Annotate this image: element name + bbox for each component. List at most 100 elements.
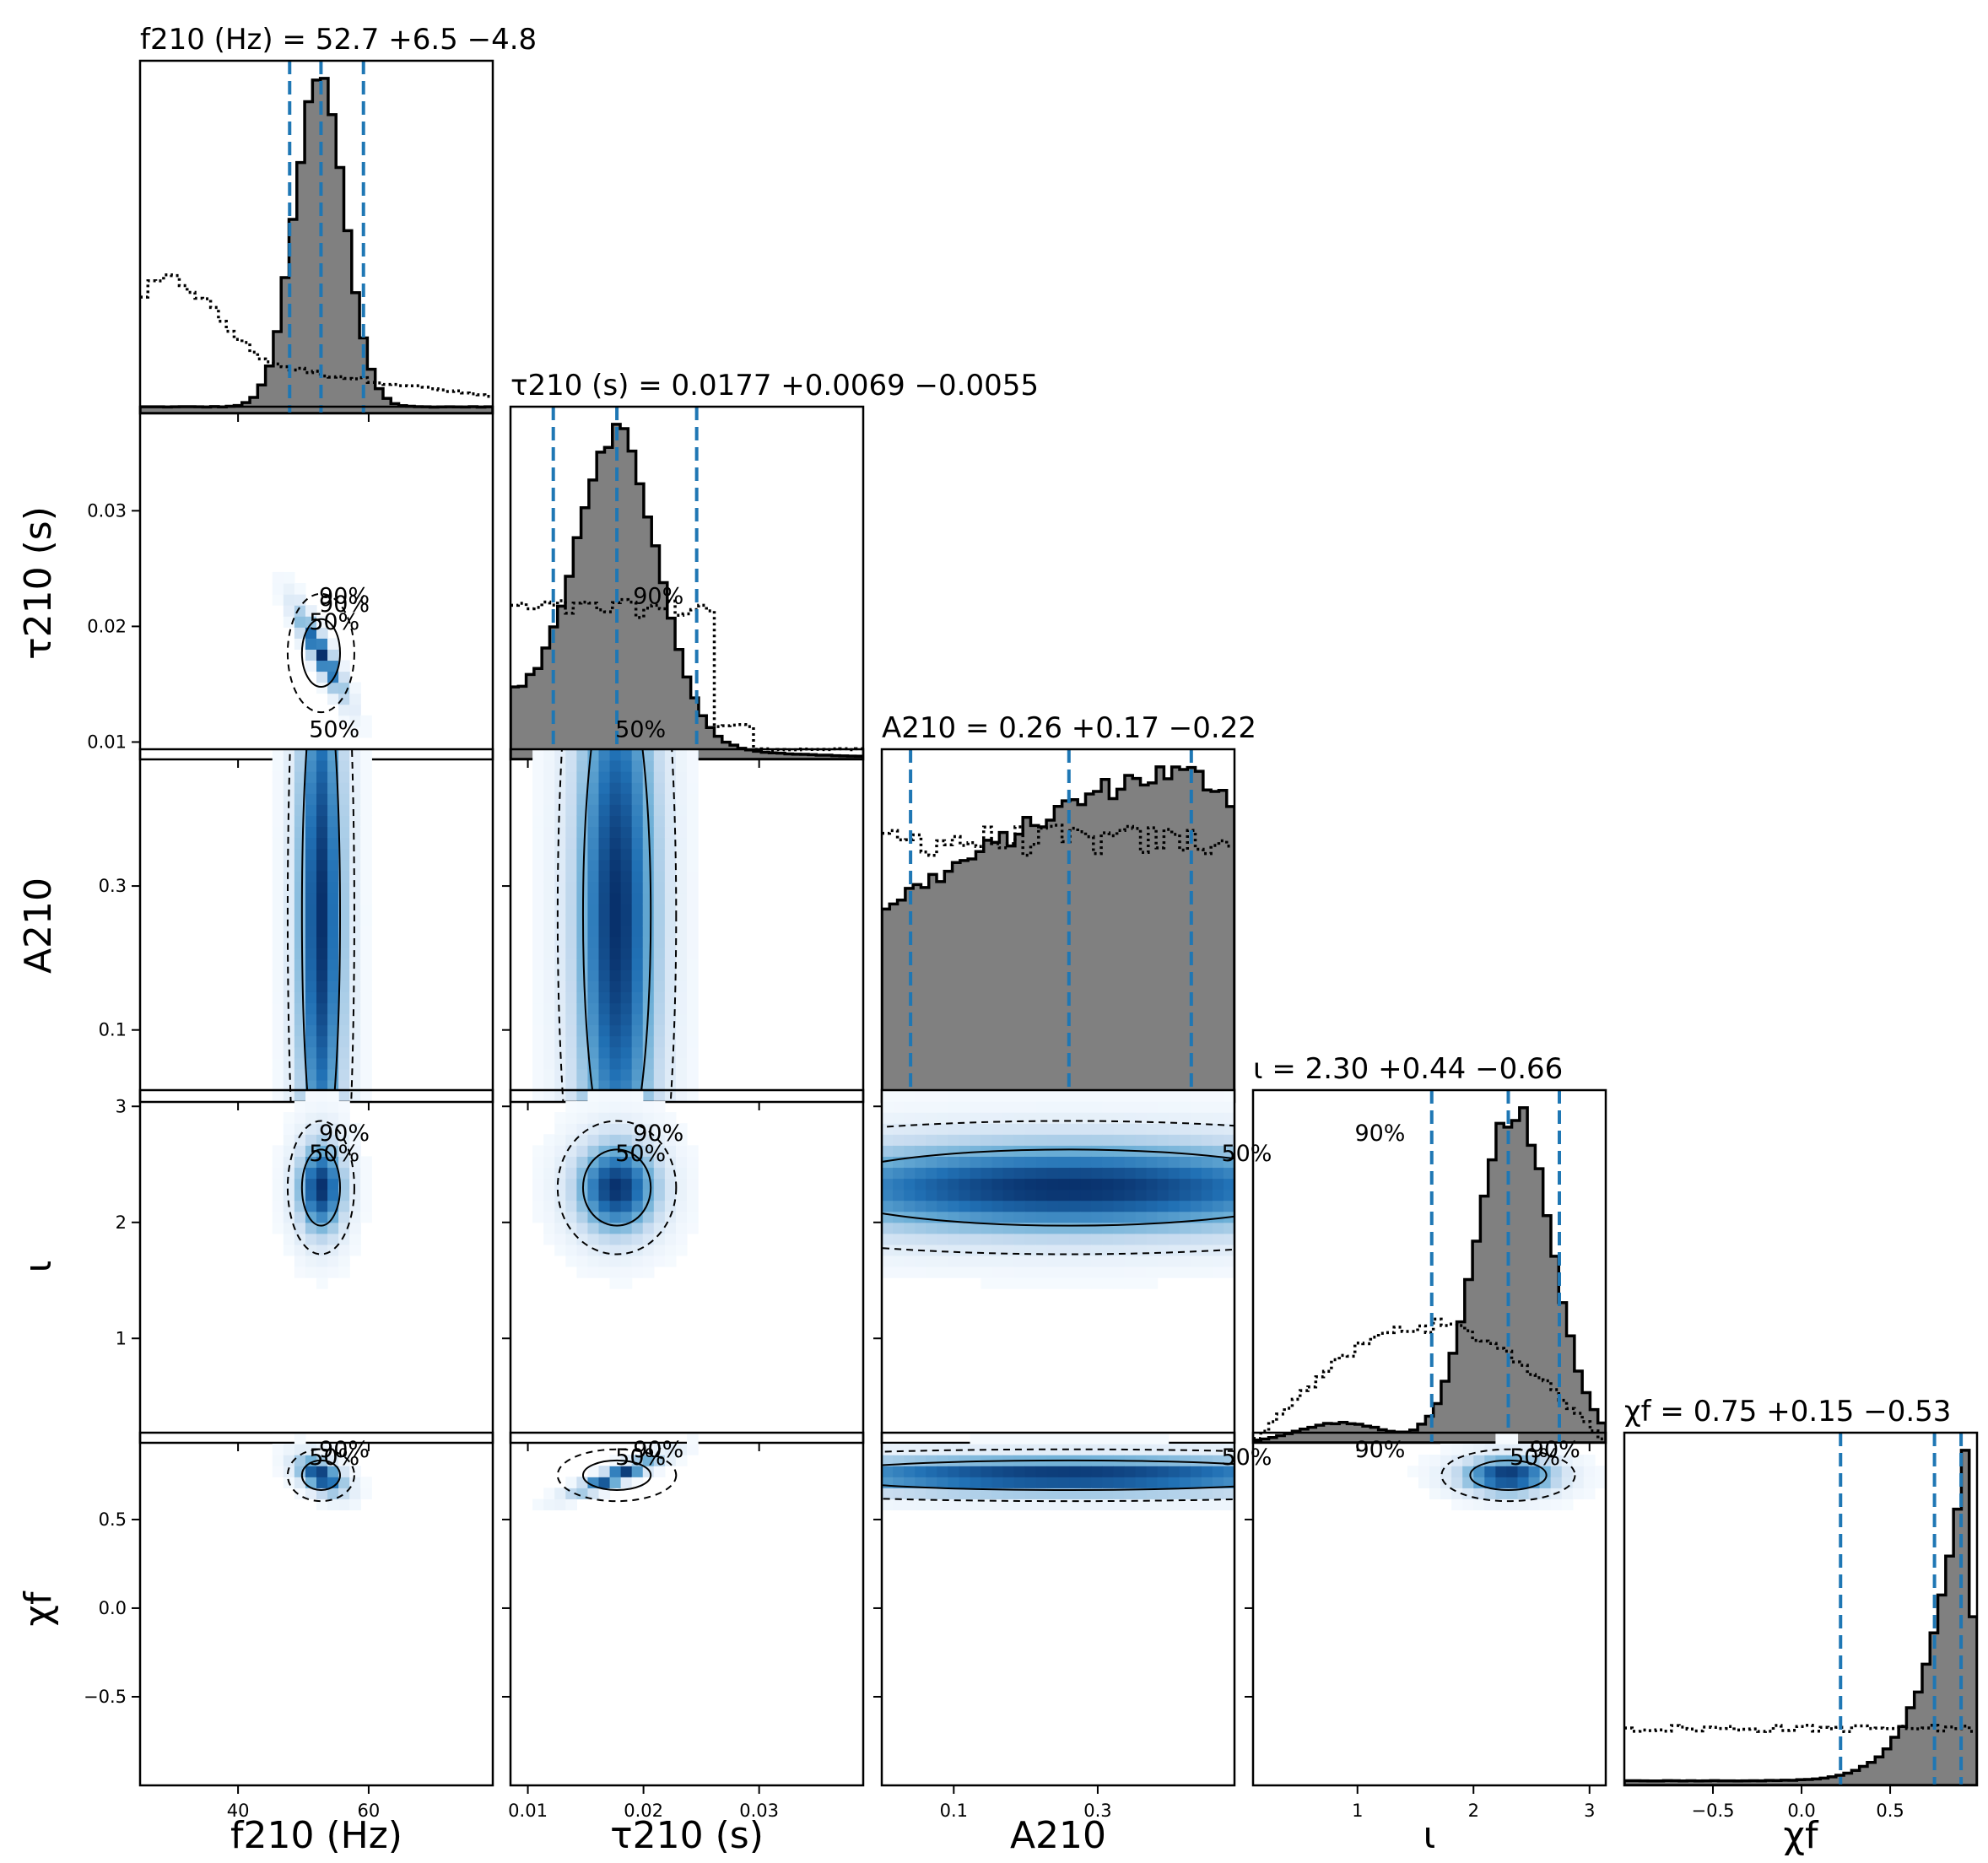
density-cell	[338, 771, 350, 783]
density-cell	[1561, 1466, 1574, 1477]
density-cell	[565, 815, 577, 828]
density-cell	[349, 926, 361, 937]
density-cell	[631, 1255, 644, 1267]
density-cell	[587, 948, 600, 959]
density-cell	[937, 1477, 948, 1488]
density-cell	[294, 1068, 306, 1081]
density-cell	[1113, 1466, 1125, 1477]
density-cell	[1146, 1178, 1159, 1191]
density-cell	[664, 1134, 677, 1146]
density-cell	[294, 782, 306, 794]
density-cell	[1201, 1498, 1213, 1511]
density-cell	[620, 1244, 633, 1256]
density-cell	[598, 1222, 611, 1234]
contour-label: 90%	[319, 584, 370, 610]
density-cell	[687, 1433, 699, 1444]
density-cell	[1035, 1112, 1048, 1124]
density-cell	[316, 991, 328, 1004]
density-cell	[980, 1466, 993, 1477]
density-cell	[1223, 1444, 1234, 1455]
density-cell	[1157, 1255, 1170, 1267]
density-cell	[327, 1233, 339, 1245]
density-cell	[1157, 1167, 1170, 1180]
density-cell	[294, 1222, 306, 1234]
density-cell	[1024, 1134, 1037, 1146]
density-cell	[664, 1167, 677, 1180]
density-cell	[294, 903, 306, 915]
density-cell	[653, 1167, 666, 1180]
density-cell	[305, 638, 317, 650]
density-cell	[349, 1244, 361, 1256]
density-cell	[991, 1189, 1004, 1202]
density-cell	[642, 1035, 655, 1048]
density-cell	[565, 892, 577, 904]
density-cell	[576, 948, 589, 959]
density-cell	[349, 815, 361, 828]
density-cell	[316, 926, 328, 937]
density-cell	[904, 1466, 916, 1477]
density-cell	[283, 594, 295, 606]
density-cell	[970, 1101, 982, 1113]
density-cell	[283, 1244, 295, 1256]
density-cell	[620, 815, 633, 828]
density-cell	[283, 892, 295, 904]
density-cell	[565, 793, 577, 805]
density-cell	[664, 1046, 677, 1059]
density-cell	[664, 1233, 677, 1245]
density-cell	[1157, 1178, 1170, 1191]
density-cell	[543, 937, 555, 948]
density-cell	[675, 1200, 688, 1212]
x-tick-label: 40	[227, 1801, 250, 1821]
density-cell	[926, 1233, 937, 1245]
density-cell	[1429, 1488, 1441, 1499]
density-cell	[675, 771, 688, 783]
density-cell	[338, 1211, 350, 1223]
density-cell	[598, 1156, 611, 1169]
density-cell	[609, 1466, 622, 1477]
density-cell	[576, 815, 589, 828]
density-cell	[675, 1079, 688, 1092]
density-cell	[1024, 1433, 1037, 1444]
density-cell	[294, 1090, 306, 1102]
density-cell	[1102, 1134, 1114, 1146]
density-cell	[959, 1477, 971, 1488]
density-cell	[609, 1255, 622, 1267]
density-cell	[980, 1178, 993, 1191]
density-cell	[631, 1244, 644, 1256]
density-cell	[882, 1156, 894, 1169]
density-cell	[532, 1090, 544, 1102]
density-cell	[305, 937, 317, 948]
density-cell	[687, 1046, 699, 1059]
density-cell	[620, 1255, 633, 1267]
contour-50	[300, 749, 341, 1102]
density-cell	[653, 1178, 666, 1191]
density-cell	[653, 1222, 666, 1234]
density-cell	[1002, 1123, 1015, 1135]
density-cell	[1113, 1189, 1125, 1202]
density-cell	[554, 892, 566, 904]
density-cell	[1168, 1211, 1180, 1223]
density-cell	[904, 1123, 916, 1135]
density-cell	[1179, 1233, 1191, 1245]
density-cell	[675, 980, 688, 992]
density-cell	[532, 1079, 544, 1092]
density-cell	[360, 958, 372, 970]
density-cell	[653, 1145, 666, 1157]
density-cell	[554, 1068, 566, 1081]
density-cell	[664, 1189, 677, 1202]
density-cell	[360, 1156, 372, 1169]
density-cell	[565, 1233, 577, 1245]
density-cell	[283, 881, 295, 894]
density-cell	[305, 815, 317, 828]
density-cell	[1091, 1244, 1103, 1256]
density-cell	[1212, 1189, 1224, 1202]
density-cell	[675, 870, 688, 883]
density-cell	[631, 771, 644, 783]
density-cell	[587, 958, 600, 970]
density-cell	[532, 837, 544, 850]
density-cell	[1190, 1266, 1202, 1278]
density-cell	[926, 1178, 937, 1191]
density-cell	[1418, 1466, 1430, 1477]
density-cell	[294, 870, 306, 883]
